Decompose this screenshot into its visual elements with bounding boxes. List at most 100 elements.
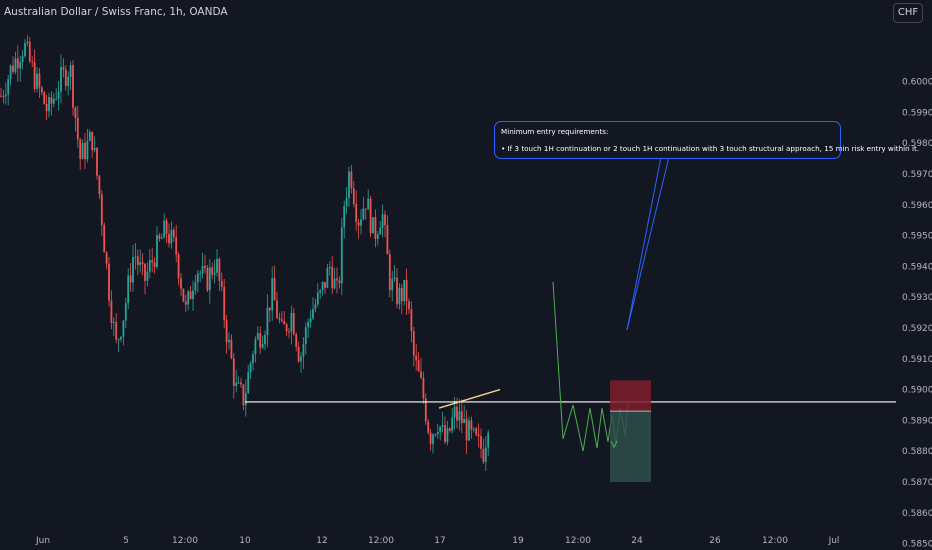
- candle-body: [16, 58, 19, 69]
- candle-body: [480, 436, 482, 449]
- candle-body: [0, 95, 2, 97]
- candle-body: [144, 263, 146, 281]
- candle-body: [427, 421, 430, 433]
- candle-body: [456, 406, 458, 421]
- candle-body: [292, 312, 295, 335]
- x-tick-label: 10: [239, 536, 251, 546]
- candle-body: [244, 393, 247, 406]
- candle-body: [232, 358, 235, 386]
- candle-body: [312, 309, 314, 319]
- candle-body: [290, 312, 293, 332]
- candle-body: [448, 428, 451, 431]
- arrow-down-icon: [610, 440, 618, 449]
- candle-body: [278, 317, 281, 320]
- candle-body: [444, 425, 446, 442]
- candle-body: [216, 258, 218, 273]
- candle-body: [26, 41, 29, 43]
- candle-body: [36, 73, 38, 89]
- candle-body: [100, 194, 103, 225]
- candle-body: [7, 78, 10, 95]
- candle-body: [148, 259, 151, 272]
- x-tick-label: 12:00: [565, 536, 591, 546]
- candle-body: [314, 304, 317, 310]
- candle-body: [184, 301, 187, 305]
- candle-body: [86, 140, 89, 160]
- candle-body: [379, 227, 382, 235]
- candle-body: [364, 208, 367, 210]
- trend-line[interactable]: [438, 388, 501, 409]
- candle-body: [112, 322, 115, 324]
- x-tick-label: 19: [512, 536, 524, 546]
- candle-body: [117, 339, 120, 341]
- candle-body: [172, 229, 175, 238]
- candle-body: [316, 292, 319, 305]
- candle-body: [175, 237, 178, 255]
- candle-body: [228, 339, 230, 343]
- candle-body: [242, 384, 245, 406]
- annotation-note[interactable]: Minimum entry requirements: • If 3 touch…: [494, 121, 919, 159]
- candle-body: [88, 131, 91, 141]
- candle-body: [141, 262, 144, 264]
- candle-body: [134, 256, 137, 258]
- candle-body: [79, 139, 82, 160]
- candle-body: [160, 237, 163, 239]
- candle-body: [170, 229, 173, 244]
- candle-body: [139, 262, 142, 266]
- candle-body: [468, 420, 470, 441]
- candle-body: [223, 286, 226, 321]
- candle-body: [211, 267, 214, 275]
- candle-body: [237, 382, 240, 384]
- candle-body: [264, 334, 266, 344]
- x-tick-label: 24: [631, 536, 643, 546]
- candle-body: [487, 432, 490, 448]
- candle-body: [259, 333, 262, 348]
- candle-body: [120, 336, 122, 340]
- candle-body: [345, 197, 348, 206]
- candle-body: [276, 300, 278, 318]
- candle-body: [451, 417, 454, 431]
- candle-body: [302, 344, 305, 357]
- time-axis[interactable]: Jun 5 12:00 10 12 12:00 17 19 12:00 24 26 12:00 Jul: [35, 536, 839, 546]
- candle-body: [60, 67, 62, 92]
- candle-body: [96, 147, 98, 176]
- candle-body: [283, 320, 286, 325]
- candle-body: [45, 104, 48, 112]
- candle-body: [482, 448, 485, 462]
- candle-body: [429, 432, 432, 444]
- candle-body: [372, 217, 374, 234]
- x-tick-label: 26: [709, 536, 721, 546]
- candle-body: [103, 224, 106, 253]
- candle-body: [362, 208, 365, 220]
- candle-body: [376, 234, 379, 239]
- candle-body: [24, 42, 26, 56]
- candle-body: [309, 318, 312, 322]
- candle-body: [182, 288, 185, 302]
- candle-body: [422, 377, 425, 399]
- candle-body: [261, 343, 264, 348]
- candle-body: [108, 263, 110, 301]
- candle-body: [50, 97, 53, 104]
- candle-body: [31, 61, 34, 63]
- candle-body: [81, 142, 84, 160]
- candle-body: [307, 321, 310, 328]
- currency-badge[interactable]: CHF: [893, 3, 923, 23]
- candle-body: [98, 175, 101, 195]
- y-tick-label: 0.58500: [902, 540, 932, 550]
- candle-body: [328, 267, 331, 269]
- candle-body: [48, 97, 50, 112]
- candle-body: [204, 265, 206, 268]
- stop-loss-zone[interactable]: [610, 380, 651, 412]
- candle-body: [218, 258, 221, 281]
- candle-body: [388, 254, 391, 291]
- candle-body: [132, 257, 134, 283]
- candle-body: [38, 73, 41, 88]
- take-profit-zone[interactable]: [610, 411, 651, 482]
- candlestick-series: [0, 35, 490, 472]
